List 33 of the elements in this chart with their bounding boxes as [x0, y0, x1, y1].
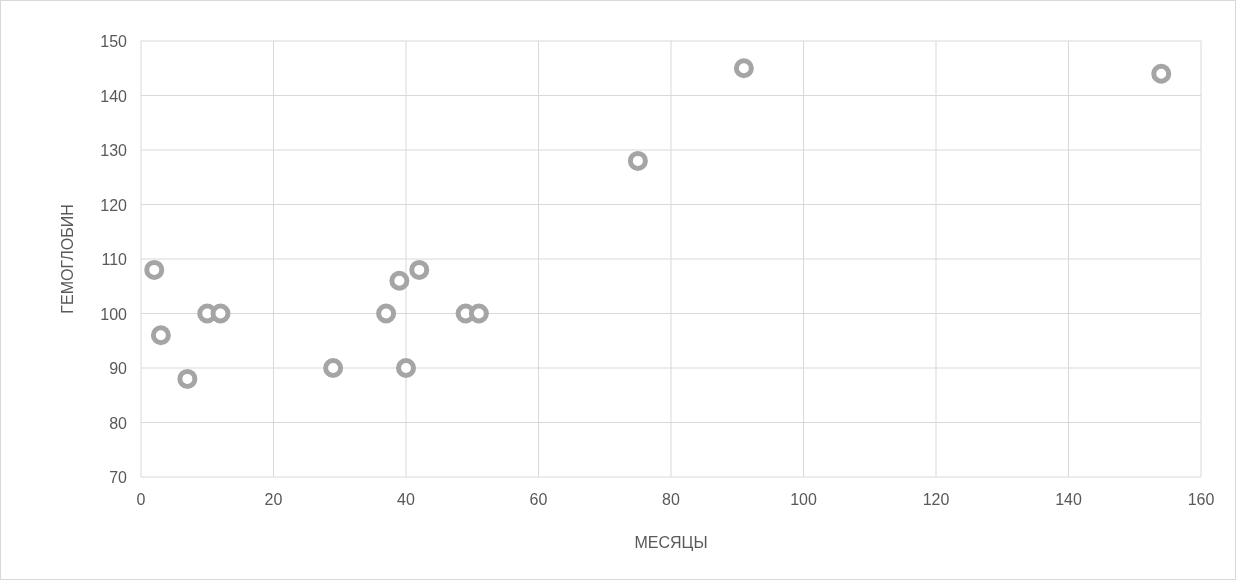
point — [627, 150, 648, 171]
y-tick-label: 70 — [109, 469, 128, 486]
point — [144, 259, 165, 280]
point — [468, 303, 489, 324]
point — [733, 58, 754, 79]
point — [396, 358, 416, 378]
x-tick-label: 60 — [529, 491, 548, 508]
x-tick-label: 0 — [136, 491, 146, 508]
x-axis-title: МЕСЯЦЫ — [634, 534, 708, 551]
y-tick-label: 140 — [100, 87, 128, 105]
y-tick-label: 150 — [100, 33, 128, 50]
point — [409, 259, 430, 280]
y-tick-label: 110 — [101, 251, 128, 268]
point — [323, 358, 344, 378]
x-tick-label: 40 — [397, 491, 415, 508]
y-tick-label: 90 — [109, 360, 128, 377]
x-tick-label: 100 — [790, 491, 817, 508]
x-tick-label: 80 — [662, 491, 680, 508]
point — [376, 303, 397, 324]
point — [210, 303, 231, 324]
y-tick-label: 130 — [100, 142, 128, 159]
x-tick-label: 160 — [1187, 491, 1215, 508]
point — [150, 325, 171, 346]
y-tick-label: 120 — [100, 196, 128, 214]
point — [177, 368, 198, 389]
point — [1151, 63, 1172, 84]
y-tick-label: 80 — [109, 414, 128, 432]
x-tick-label: 20 — [264, 491, 283, 508]
y-tick-label: 100 — [100, 305, 128, 323]
x-tick-label: 120 — [922, 491, 950, 508]
point — [389, 270, 410, 291]
y-axis-title: ГЕМОГЛОБИН — [59, 204, 76, 314]
x-tick-label: 140 — [1055, 491, 1082, 508]
